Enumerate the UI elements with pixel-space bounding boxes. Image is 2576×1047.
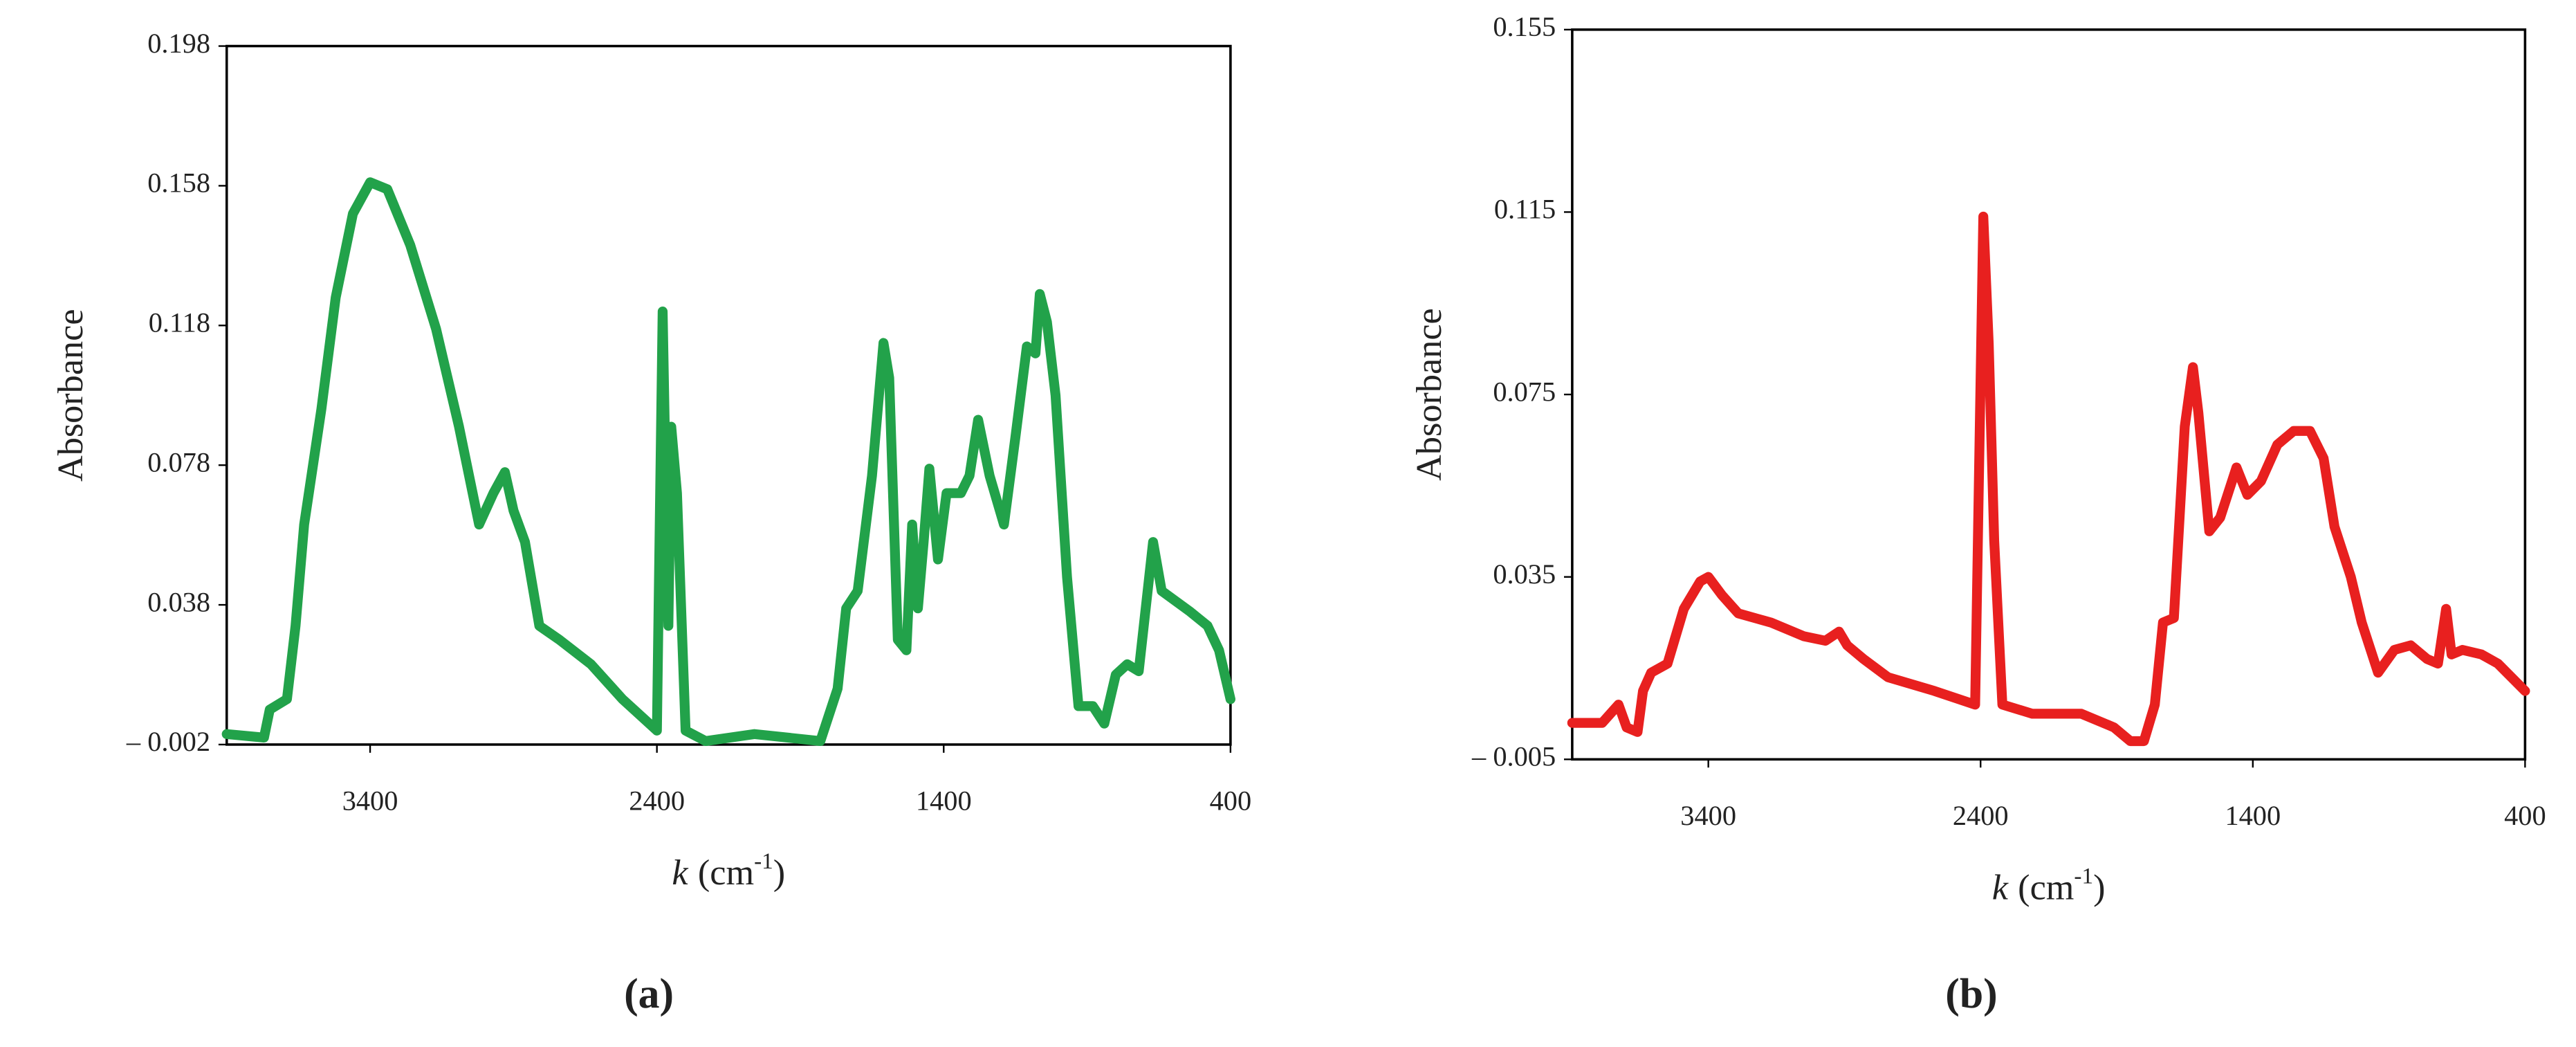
x-axis-symbol: k bbox=[1992, 867, 2009, 907]
y-tick-label: 0.115 bbox=[1494, 194, 1556, 225]
panel-caption: (b) bbox=[1945, 970, 1997, 1017]
x-axis-unit: (cm bbox=[698, 853, 754, 893]
data-line bbox=[1567, 211, 2530, 747]
x-tick-label: 400 bbox=[2504, 800, 2546, 831]
plot-frame bbox=[1571, 28, 2527, 761]
y-tick-label: 0.038 bbox=[147, 586, 210, 617]
chart-panel: – 0.002 0.038 0.078 0.118 0.158 0.198 3400 2400… bbox=[50, 28, 1251, 1017]
x-axis-exponent: -1 bbox=[754, 848, 773, 874]
x-tick-label: 2400 bbox=[1953, 800, 2009, 831]
y-axis-title: Absorbance bbox=[50, 309, 91, 482]
x-axis-symbol: k bbox=[672, 853, 688, 893]
y-tick-label: 0.155 bbox=[1493, 11, 1556, 42]
x-tick-label: 2400 bbox=[629, 785, 685, 817]
x-axis-title: k (cm-1) bbox=[672, 848, 785, 893]
y-axis-title: Absorbance bbox=[1409, 308, 1449, 481]
x-tick-label: 1400 bbox=[2225, 800, 2281, 831]
y-tick-label: 0.118 bbox=[149, 307, 210, 338]
x-axis-title: k (cm-1) bbox=[1992, 863, 2106, 907]
x-axis-exponent: -1 bbox=[2074, 863, 2093, 889]
x-tick-label: 3400 bbox=[342, 785, 398, 817]
y-tick-label: – 0.002 bbox=[126, 726, 210, 757]
y-tick-label: 0.078 bbox=[147, 446, 210, 477]
x-tick-label: 3400 bbox=[1680, 800, 1736, 831]
chart-panel: – 0.005 0.035 0.075 0.115 0.155 3400 2400 1400 4… bbox=[1409, 11, 2546, 1017]
y-tick-label: 0.035 bbox=[1493, 558, 1556, 590]
y-tick-label: 0.075 bbox=[1493, 376, 1556, 407]
y-tick-label: 0.198 bbox=[147, 28, 210, 59]
x-tick-label: 400 bbox=[1210, 785, 1252, 817]
panel-caption: (a) bbox=[624, 970, 674, 1017]
x-tick-label: 1400 bbox=[916, 785, 972, 817]
data-line bbox=[221, 177, 1235, 747]
plot-frame bbox=[225, 44, 1232, 746]
y-tick-label: – 0.005 bbox=[1471, 741, 1556, 772]
x-axis-close: ) bbox=[2093, 867, 2105, 907]
x-axis-unit: (cm bbox=[2018, 867, 2074, 907]
y-tick-label: 0.158 bbox=[147, 167, 210, 199]
x-axis-close: ) bbox=[773, 853, 785, 893]
